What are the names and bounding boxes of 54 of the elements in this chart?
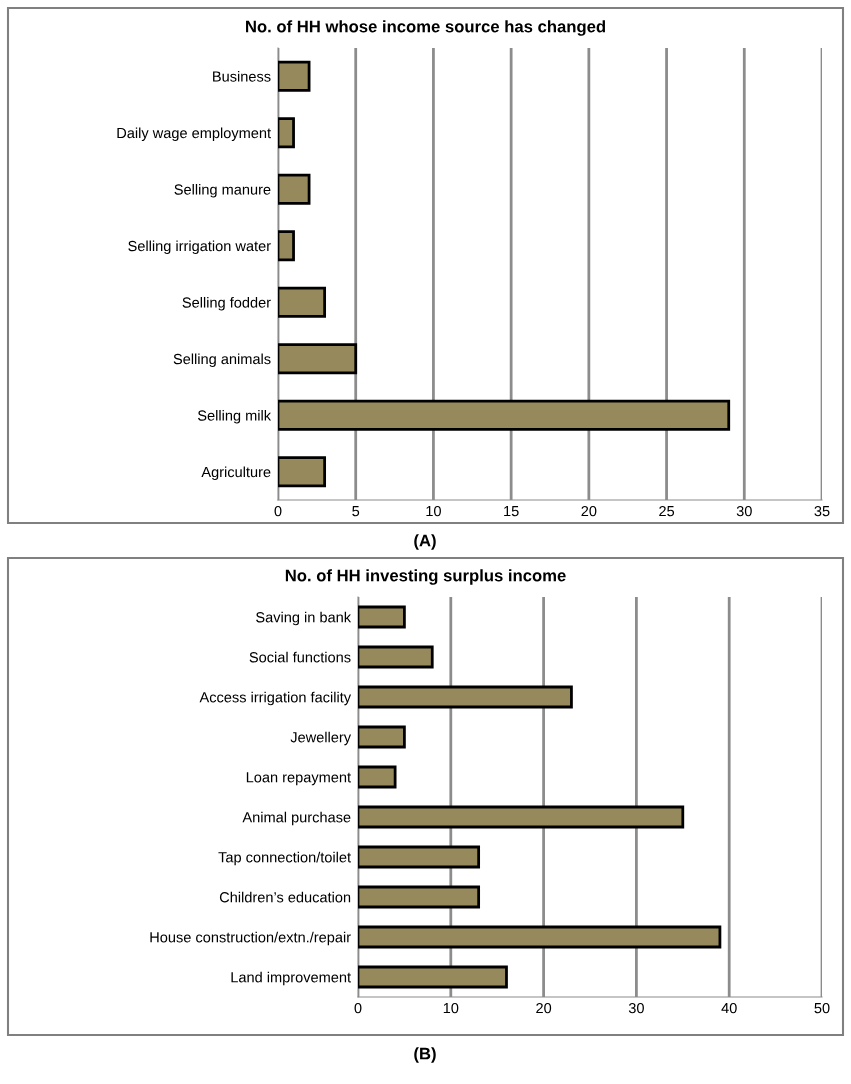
chart-title: No. of HH investing surplus income — [285, 569, 566, 585]
x-tick-label: 10 — [426, 505, 441, 517]
x-tick-label: 0 — [274, 505, 282, 517]
x-tick-label: 30 — [736, 505, 752, 517]
bar — [358, 645, 434, 669]
bar — [278, 60, 311, 92]
bar — [358, 685, 573, 709]
y-tick-label: Business — [213, 70, 271, 82]
bar — [278, 117, 295, 149]
y-tick-label: Daily wage employment — [117, 127, 271, 142]
text: (B) — [414, 1047, 436, 1063]
y-tick-label: Access irrigation facility — [199, 691, 352, 706]
bar — [358, 805, 685, 829]
x-tick-label: 20 — [581, 505, 597, 517]
bar — [278, 456, 327, 488]
bar — [278, 399, 731, 431]
x-tick-label: 15 — [504, 506, 519, 517]
y-tick-label: Agriculture — [201, 466, 271, 481]
y-tick-label: Selling manure — [174, 183, 271, 198]
bar — [358, 965, 508, 989]
bar — [358, 885, 481, 909]
y-tick-label: Selling irrigation water — [128, 240, 271, 255]
x-tick-label: 25 — [659, 505, 675, 517]
bar — [358, 605, 406, 629]
bar — [278, 286, 327, 318]
y-tick-label: Social functions — [249, 651, 351, 663]
x-tick-label: 5 — [352, 506, 360, 517]
bar — [278, 230, 295, 262]
y-tick-label: Saving in bank — [256, 611, 352, 626]
x-tick-label: 35 — [814, 505, 830, 517]
x-tick-label: 0 — [354, 1002, 362, 1014]
y-tick-label: Selling fodder — [182, 296, 271, 311]
y-tick-label: Children’s education — [219, 891, 351, 903]
bar — [358, 925, 722, 949]
bar — [358, 725, 406, 749]
x-tick-label: 10 — [443, 1002, 459, 1014]
y-tick-label: Jewellery — [290, 731, 352, 746]
text: (A) — [414, 534, 436, 550]
bar — [278, 173, 311, 205]
chart-title: No. of HH whose income source has changed — [246, 20, 606, 36]
bar — [278, 343, 358, 375]
bar — [358, 845, 481, 869]
y-tick-label: Selling animals — [173, 353, 271, 368]
x-tick-label: 20 — [536, 1002, 552, 1014]
x-tick-label: 30 — [628, 1002, 644, 1014]
x-tick-label: 50 — [814, 1002, 830, 1014]
y-tick-label: House construction/extn./repair — [150, 931, 351, 946]
bar — [358, 765, 397, 789]
y-tick-label: Tap connection/toilet — [218, 851, 351, 866]
y-tick-label: Land improvement — [231, 971, 351, 986]
y-tick-label: Loan repayment — [246, 772, 351, 786]
y-tick-label: Animal purchase — [242, 811, 351, 826]
x-tick-label: 40 — [721, 1002, 737, 1014]
y-tick-label: Selling milk — [197, 409, 272, 424]
